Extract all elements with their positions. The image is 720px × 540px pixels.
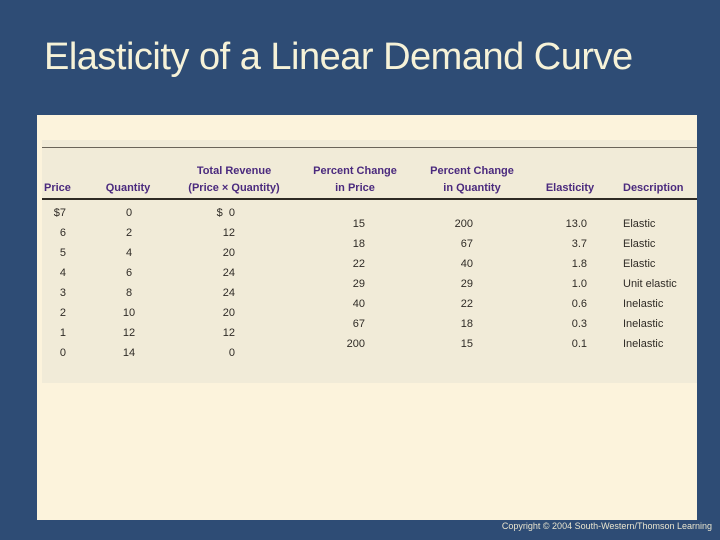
cell-price: 0 (59, 347, 66, 359)
cell-elasticity: 0.1 (571, 338, 587, 350)
cell-price: 6 (59, 227, 66, 239)
cell-price: 3 (59, 287, 66, 299)
cell-quantity: 4 (125, 247, 133, 259)
cell-elasticity: 1.8 (571, 258, 587, 270)
cell-pct-qty: 22 (460, 298, 473, 310)
cell-revenue: 0 (228, 347, 235, 359)
cell-description: Inelastic (623, 298, 664, 310)
cell-pct-qty: 67 (460, 238, 473, 250)
cell-description: Elastic (623, 258, 656, 270)
cell-quantity: 2 (125, 227, 133, 239)
cell-pct-price: 40 (352, 298, 365, 310)
cell-price: $7 (53, 207, 66, 219)
header-description: Description (623, 182, 684, 194)
copyright-notice: Copyright © 2004 South-Western/Thomson L… (501, 521, 712, 531)
cell-revenue: 12 (222, 327, 235, 339)
slide-title: Elasticity of a Linear Demand Curve (44, 36, 633, 78)
cell-quantity: 6 (125, 267, 133, 279)
cell-quantity: 0 (125, 207, 133, 219)
header-price: Price (44, 182, 71, 194)
cell-quantity: 14 (122, 347, 136, 359)
cell-pct-price: 18 (352, 238, 365, 250)
cell-pct-qty: 29 (460, 278, 473, 290)
cell-pct-price: 22 (352, 258, 365, 270)
cell-elasticity: 0.6 (571, 298, 587, 310)
cell-pct-qty: 15 (460, 338, 473, 350)
cell-revenue: 20 (222, 307, 235, 319)
cell-elasticity: 0.3 (571, 318, 587, 330)
cell-quantity: 8 (125, 287, 133, 299)
cell-revenue: 12 (222, 227, 235, 239)
cell-pct-price: 15 (352, 218, 365, 230)
cell-description: Inelastic (623, 318, 664, 330)
cell-description: Inelastic (623, 338, 664, 350)
cell-revenue: 24 (222, 287, 235, 299)
cell-revenue: 20 (222, 247, 235, 259)
cell-price: 1 (59, 327, 66, 339)
header-quantity: Quantity (105, 182, 151, 194)
table-top-rule (42, 147, 697, 148)
cell-pct-price: 67 (352, 318, 365, 330)
cell-price: 5 (59, 247, 66, 259)
elasticity-table-figure: Price Quantity Total Revenue (Price × Quan… (42, 140, 697, 383)
cell-pct-qty: 200 (454, 218, 473, 230)
header-elasticity: Elasticity (545, 182, 595, 194)
cell-elasticity: 1.0 (571, 278, 587, 290)
cell-description: Elastic (623, 238, 656, 250)
cell-price: 4 (59, 267, 66, 279)
header-pct_qty: Percent Change in Quantity (430, 165, 514, 194)
cell-quantity: 10 (122, 307, 136, 319)
cell-elasticity: 13.0 (565, 218, 587, 230)
cell-pct-qty: 40 (460, 258, 473, 270)
header-revenue: Total Revenue (Price × Quantity) (188, 165, 280, 194)
cell-description: Elastic (623, 218, 656, 230)
header-pct_price: Percent Change in Price (313, 165, 397, 194)
table-header-rule (42, 198, 697, 200)
cell-pct-price: 200 (346, 338, 365, 350)
cell-price: 2 (59, 307, 66, 319)
cell-elasticity: 3.7 (571, 238, 587, 250)
cell-revenue: 24 (222, 267, 235, 279)
cell-quantity: 12 (122, 327, 136, 339)
cell-description: Unit elastic (623, 278, 677, 290)
cell-revenue: $ 0 (216, 207, 235, 219)
cell-pct-qty: 18 (460, 318, 473, 330)
cell-pct-price: 29 (352, 278, 365, 290)
